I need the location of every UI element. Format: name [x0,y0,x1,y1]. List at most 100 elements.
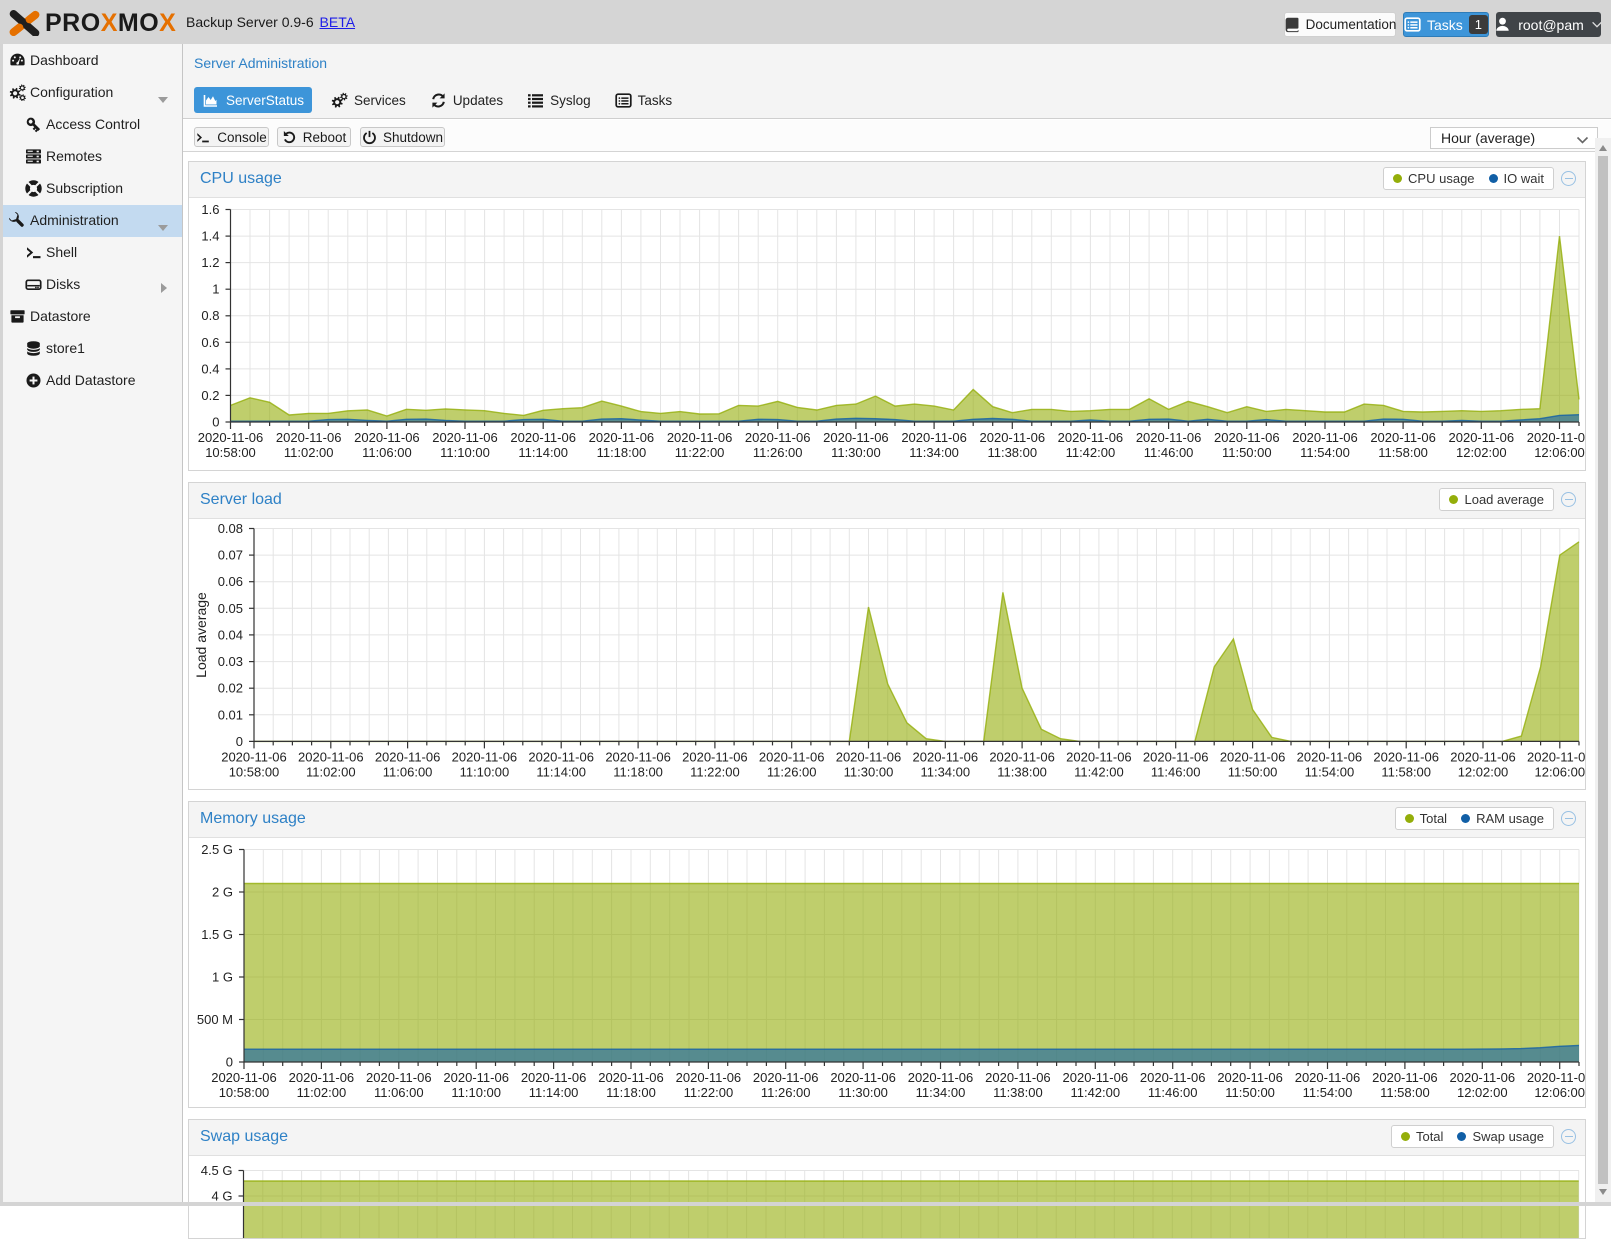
svg-text:2020-11-06: 2020-11-06 [823,430,889,445]
svg-text:11:54:00: 11:54:00 [1300,445,1350,460]
svg-text:4 G: 4 G [212,1189,233,1204]
svg-text:11:30:00: 11:30:00 [831,445,881,460]
svg-text:2020-11-06: 2020-11-06 [901,430,967,445]
svg-text:2020-11-06: 2020-11-06 [1058,430,1124,445]
svg-text:2020-11-06: 2020-11-06 [528,749,594,764]
svg-text:11:46:00: 11:46:00 [1144,445,1194,460]
svg-text:2020-11-06: 2020-11-06 [589,430,655,445]
svg-text:2020-11-06: 2020-11-06 [452,749,518,764]
svg-text:1.2: 1.2 [201,255,219,270]
svg-text:2020-11-06: 2020-11-06 [667,430,733,445]
svg-text:2020-11-06: 2020-11-06 [1527,430,1585,445]
svg-text:11:58:00: 11:58:00 [1380,1085,1430,1100]
svg-text:2020-11-06: 2020-11-06 [676,1070,742,1085]
svg-text:0.6: 0.6 [201,335,219,350]
svg-text:11:02:00: 11:02:00 [306,764,356,779]
svg-text:2020-11-06: 2020-11-06 [1140,1070,1206,1085]
svg-text:2020-11-06: 2020-11-06 [298,749,364,764]
svg-text:2020-11-06: 2020-11-06 [1372,1070,1438,1085]
svg-text:11:30:00: 11:30:00 [844,764,894,779]
svg-text:11:54:00: 11:54:00 [1305,764,1355,779]
svg-text:2020-11-06: 2020-11-06 [354,430,420,445]
svg-text:12:02:00: 12:02:00 [1457,1085,1508,1100]
svg-text:11:38:00: 11:38:00 [997,764,1047,779]
svg-text:2020-11-06: 2020-11-06 [1450,1070,1516,1085]
svg-text:2020-11-06: 2020-11-06 [836,749,902,764]
svg-text:2020-11-06: 2020-11-06 [598,1070,664,1085]
svg-text:11:42:00: 11:42:00 [1074,764,1124,779]
svg-text:11:50:00: 11:50:00 [1222,445,1272,460]
svg-text:2 G: 2 G [212,885,233,900]
svg-text:11:42:00: 11:42:00 [1070,1085,1120,1100]
svg-text:11:10:00: 11:10:00 [460,764,510,779]
svg-text:2020-11-06: 2020-11-06 [753,1070,819,1085]
svg-text:2020-11-06: 2020-11-06 [521,1070,587,1085]
svg-text:11:34:00: 11:34:00 [920,764,970,779]
svg-text:11:18:00: 11:18:00 [597,445,647,460]
svg-text:2020-11-06: 2020-11-06 [1373,749,1439,764]
svg-text:11:58:00: 11:58:00 [1381,764,1431,779]
svg-text:11:50:00: 11:50:00 [1228,764,1278,779]
svg-text:11:46:00: 11:46:00 [1148,1085,1198,1100]
svg-text:2020-11-06: 2020-11-06 [985,1070,1051,1085]
svg-text:0.03: 0.03 [218,654,243,669]
svg-text:0.8: 0.8 [201,308,219,323]
svg-text:0.04: 0.04 [218,627,243,642]
svg-text:2020-11-06: 2020-11-06 [1220,749,1286,764]
svg-text:0.4: 0.4 [201,361,219,376]
svg-text:2020-11-06: 2020-11-06 [1527,749,1585,764]
svg-text:1.4: 1.4 [201,229,219,244]
svg-text:12:06:00: 12:06:00 [1534,445,1585,460]
svg-text:2020-11-06: 2020-11-06 [276,430,342,445]
svg-text:12:06:00: 12:06:00 [1534,1085,1585,1100]
svg-text:2020-11-06: 2020-11-06 [1297,749,1363,764]
svg-text:2020-11-06: 2020-11-06 [1214,430,1280,445]
svg-text:2020-11-06: 2020-11-06 [1136,430,1202,445]
svg-text:11:02:00: 11:02:00 [297,1085,347,1100]
svg-text:11:14:00: 11:14:00 [536,764,586,779]
svg-text:2020-11-06: 2020-11-06 [221,749,287,764]
svg-text:2020-11-06: 2020-11-06 [375,749,441,764]
svg-text:0: 0 [236,734,243,749]
svg-text:2020-11-06: 2020-11-06 [289,1070,355,1085]
svg-text:2020-11-06: 2020-11-06 [1450,749,1516,764]
svg-text:11:18:00: 11:18:00 [613,764,663,779]
svg-text:2020-11-06: 2020-11-06 [1066,749,1132,764]
svg-text:11:02:00: 11:02:00 [284,445,334,460]
svg-text:2020-11-06: 2020-11-06 [830,1070,896,1085]
svg-text:2020-11-06: 2020-11-06 [1292,430,1358,445]
svg-text:11:42:00: 11:42:00 [1066,445,1116,460]
svg-text:10:58:00: 10:58:00 [219,1085,270,1100]
svg-text:2020-11-06: 2020-11-06 [989,749,1055,764]
svg-text:2020-11-06: 2020-11-06 [745,430,811,445]
svg-text:2020-11-06: 2020-11-06 [759,749,825,764]
svg-text:2020-11-06: 2020-11-06 [211,1070,277,1085]
svg-text:2020-11-06: 2020-11-06 [432,430,498,445]
svg-text:11:22:00: 11:22:00 [675,445,725,460]
svg-text:2020-11-06: 2020-11-06 [443,1070,509,1085]
svg-text:2020-11-06: 2020-11-06 [366,1070,432,1085]
svg-text:2020-11-06: 2020-11-06 [1295,1070,1361,1085]
svg-text:2020-11-06: 2020-11-06 [1370,430,1436,445]
svg-text:11:06:00: 11:06:00 [383,764,433,779]
svg-text:12:06:00: 12:06:00 [1534,764,1585,779]
svg-text:1.5 G: 1.5 G [201,927,233,942]
svg-text:1: 1 [212,282,219,297]
svg-text:2020-11-06: 2020-11-06 [1217,1070,1283,1085]
svg-text:0.05: 0.05 [218,601,243,616]
svg-text:11:06:00: 11:06:00 [362,445,412,460]
svg-text:0.02: 0.02 [218,681,243,696]
svg-text:10:58:00: 10:58:00 [205,445,256,460]
svg-text:10:58:00: 10:58:00 [229,764,280,779]
svg-text:11:10:00: 11:10:00 [451,1085,501,1100]
svg-text:11:22:00: 11:22:00 [684,1085,734,1100]
svg-text:2020-11-06: 2020-11-06 [510,430,576,445]
svg-text:0.07: 0.07 [218,548,243,563]
svg-text:11:46:00: 11:46:00 [1151,764,1201,779]
svg-text:2020-11-06: 2020-11-06 [908,1070,974,1085]
svg-text:0.06: 0.06 [218,574,243,589]
svg-text:2020-11-06: 2020-11-06 [980,430,1046,445]
svg-text:11:14:00: 11:14:00 [529,1085,579,1100]
svg-text:11:22:00: 11:22:00 [690,764,740,779]
svg-text:1.6: 1.6 [201,202,219,217]
